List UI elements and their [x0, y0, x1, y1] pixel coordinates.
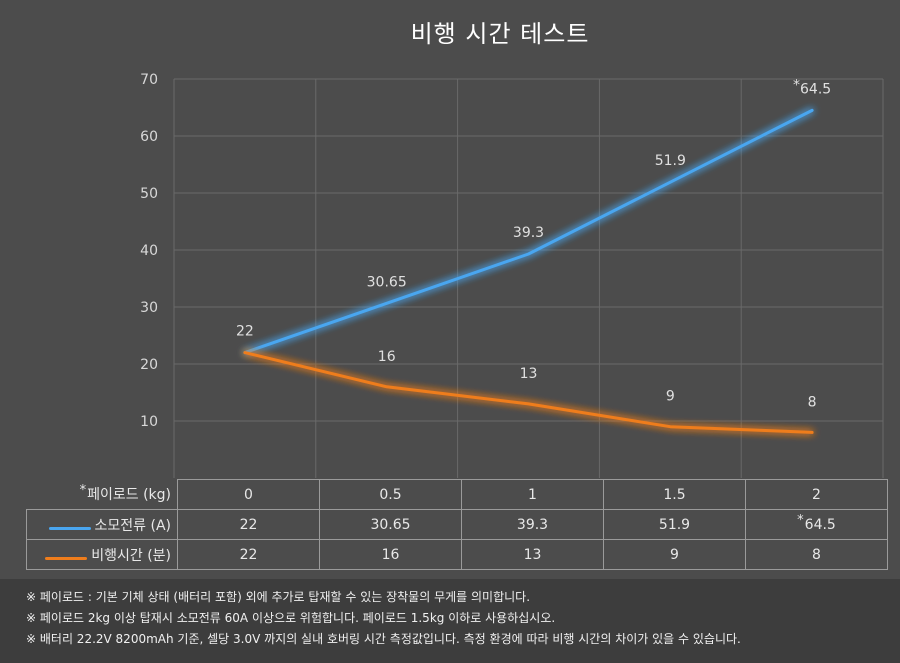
table-header-cell: 0.5: [319, 479, 462, 510]
table-cell: 16: [319, 539, 462, 570]
footnote: ※ 페이로드 : 기본 기체 상태 (배터리 포함) 외에 추가로 탑재할 수 …: [26, 590, 531, 604]
current-row-label-cell: 소모전류 (A): [26, 509, 178, 540]
y-tick-label: 70: [140, 72, 158, 88]
flight-time-series-line: [243, 351, 814, 434]
y-tick-label: 20: [140, 357, 158, 373]
table-cell: 9: [603, 539, 746, 570]
table-cell: 30.65: [319, 509, 462, 540]
table-cell: 39.3: [461, 509, 604, 540]
data-label: 9: [666, 389, 675, 405]
y-tick-label: 40: [140, 243, 158, 259]
data-label: 13: [520, 366, 538, 382]
table-header-cell: 2: [745, 479, 888, 510]
current-row-label: 소모전류 (A): [94, 517, 171, 534]
table-header-row: *페이로드 (kg) 0 0.5 1 1.5 2: [27, 479, 888, 510]
payload-header-cell: *페이로드 (kg): [27, 480, 178, 510]
table-header-cell: 1.5: [603, 479, 746, 510]
y-tick-label: 30: [140, 300, 158, 316]
payload-header-label: 페이로드 (kg): [87, 487, 171, 504]
y-tick-label: 10: [140, 414, 158, 430]
table-row-current: 소모전류 (A) 22 30.65 39.3 51.9 *64.5: [26, 509, 888, 540]
table-cell-value: 64.5: [804, 516, 836, 533]
payload-star-mark: *: [79, 483, 87, 499]
chart-title: 비행 시간 테스트: [410, 20, 590, 48]
data-label: 39.3: [513, 225, 544, 241]
chart-data-labels: 22 30.65 39.3 51.9 *64.5 16 13 9 8: [236, 77, 831, 410]
data-label: *64.5: [793, 77, 831, 97]
footnotes-panel: ※ 페이로드 : 기본 기체 상태 (배터리 포함) 외에 추가로 탑재할 수 …: [0, 579, 900, 663]
footnote: ※ 페이로드 2kg 이상 탑재시 소모전류 60A 이상으로 위험합니다. 페…: [26, 611, 556, 625]
flight-legend-swatch: [45, 556, 88, 560]
table-cell: *64.5: [745, 509, 888, 540]
y-tick-label: 50: [140, 186, 158, 202]
table-header-cell: 0: [177, 479, 320, 510]
data-label-star: *: [793, 77, 800, 93]
footnote: ※ 배터리 22.2V 8200mAh 기준, 셀당 3.0V 까지의 실내 호…: [26, 632, 741, 646]
table-cell: 13: [461, 539, 604, 570]
chart-gridlines: [173, 78, 884, 478]
table-header-cell: 1: [461, 479, 604, 510]
table-cell: 8: [745, 539, 888, 570]
data-label: 51.9: [655, 153, 686, 169]
flight-row-label-cell: 비행시간 (분): [26, 539, 178, 570]
y-axis-ticks: 10 20 30 40 50 60 70: [140, 72, 158, 430]
flight-row-label: 비행시간 (분): [91, 547, 171, 564]
data-label: 8: [808, 394, 817, 410]
y-tick-label: 60: [140, 129, 158, 145]
chart-series: [243, 108, 814, 434]
data-label: 22: [236, 324, 254, 340]
table-row-flight-time: 비행시간 (분) 22 16 13 9 8: [26, 539, 888, 570]
table-cell: 51.9: [603, 509, 746, 540]
line-chart: 10 20 30 40 50 60 70 22 30.65 39.3 51.9 *64.5 16 13 9…: [140, 72, 884, 478]
table-cell: 22: [177, 509, 320, 540]
value-star-mark: *: [797, 512, 804, 528]
current-legend-swatch: [48, 526, 91, 530]
table-cell: 22: [177, 539, 320, 570]
data-table: *페이로드 (kg) 0 0.5 1 1.5 2 소모전류 (A) 22 30.…: [26, 479, 888, 570]
data-label: 30.65: [367, 274, 407, 290]
data-label-value: 64.5: [800, 81, 831, 97]
data-label: 16: [378, 349, 396, 365]
